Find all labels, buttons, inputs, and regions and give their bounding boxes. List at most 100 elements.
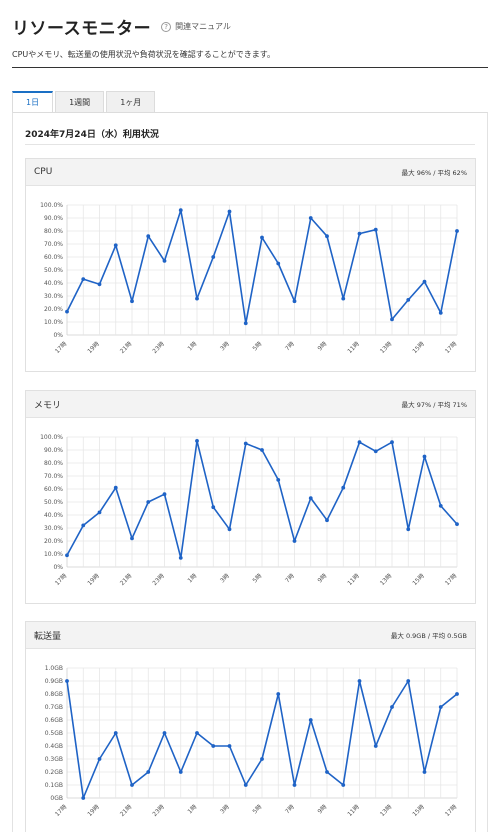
memory-data-point[interactable] — [97, 510, 102, 515]
memory-data-point[interactable] — [130, 536, 134, 541]
cpu-data-point[interactable] — [243, 321, 248, 326]
transfer-data-point[interactable] — [81, 796, 86, 800]
transfer-data-point[interactable] — [97, 757, 102, 761]
memory-x-tick-label: 7時 — [283, 572, 296, 585]
cpu-data-point[interactable] — [406, 298, 411, 302]
transfer-data-point[interactable] — [341, 783, 346, 787]
memory-data-point[interactable] — [373, 449, 378, 454]
cpu-data-point[interactable] — [211, 255, 216, 259]
memory-data-point[interactable] — [292, 539, 297, 543]
cpu-data-point[interactable] — [390, 317, 394, 322]
memory-data-point[interactable] — [341, 485, 346, 490]
tab-1week[interactable]: 1週間 — [55, 91, 105, 113]
cpu-data-point[interactable] — [325, 234, 329, 239]
tab-panel: 2024年7月24日（水）利用状況 CPU 最大 96% / 平均 62% 0%… — [12, 112, 488, 832]
memory-data-point[interactable] — [113, 485, 118, 490]
cpu-data-point[interactable] — [162, 259, 167, 263]
cpu-data-point[interactable] — [178, 208, 183, 213]
cpu-y-tick-label: 70.0% — [44, 241, 63, 248]
memory-data-point[interactable] — [455, 522, 459, 526]
cpu-data-point[interactable] — [195, 296, 199, 301]
cpu-data-point[interactable] — [65, 309, 69, 314]
transfer-data-point[interactable] — [113, 731, 118, 735]
memory-data-point[interactable] — [276, 478, 281, 482]
memory-data-point[interactable] — [65, 553, 69, 558]
cpu-data-point[interactable] — [276, 261, 281, 266]
memory-data-point[interactable] — [195, 439, 199, 443]
transfer-data-point[interactable] — [357, 679, 362, 683]
transfer-data-point[interactable] — [276, 692, 281, 696]
tab-1day[interactable]: 1日 — [12, 91, 54, 113]
related-manual-link[interactable]: ? 関連マニュアル — [161, 21, 231, 32]
memory-data-point[interactable] — [422, 454, 427, 459]
cpu-data-point[interactable] — [308, 216, 313, 220]
transfer-x-tick-label: 19時 — [86, 803, 101, 818]
cpu-data-point[interactable] — [130, 299, 134, 304]
memory-data-point[interactable] — [81, 523, 86, 528]
transfer-data-point[interactable] — [211, 744, 216, 748]
tab-1month[interactable]: 1ヶ月 — [106, 91, 156, 113]
transfer-data-point[interactable] — [243, 783, 248, 787]
cpu-x-tick-label: 9時 — [316, 340, 329, 353]
transfer-y-tick-label: 0.2GB — [45, 769, 63, 776]
memory-data-point[interactable] — [178, 556, 183, 560]
cpu-data-point[interactable] — [81, 277, 86, 281]
transfer-x-tick-label: 7時 — [283, 803, 296, 816]
question-circle-icon: ? — [161, 21, 172, 32]
cpu-data-point[interactable] — [455, 229, 459, 233]
transfer-data-point[interactable] — [325, 770, 329, 774]
transfer-data-point[interactable] — [455, 692, 459, 696]
cpu-data-point[interactable] — [227, 209, 232, 214]
cpu-y-tick-label: 30.0% — [44, 293, 63, 300]
memory-data-point[interactable] — [243, 441, 248, 446]
cpu-x-tick-label: 23時 — [151, 340, 166, 355]
memory-data-point[interactable] — [357, 440, 362, 445]
memory-data-point[interactable] — [260, 448, 264, 452]
transfer-data-point[interactable] — [422, 770, 427, 774]
cpu-data-point[interactable] — [422, 279, 427, 284]
memory-data-point[interactable] — [325, 518, 329, 523]
page-description: CPUやメモリ、転送量の使用状況や負荷状況を確認することができます。 — [12, 50, 275, 59]
cpu-x-tick-label: 1時 — [186, 340, 199, 353]
transfer-data-point[interactable] — [438, 705, 443, 709]
transfer-data-point[interactable] — [178, 770, 183, 774]
transfer-data-point[interactable] — [390, 705, 394, 709]
transfer-data-point[interactable] — [308, 718, 313, 722]
memory-data-point[interactable] — [162, 492, 167, 497]
memory-x-tick-label: 17時 — [443, 572, 458, 587]
cpu-data-point[interactable] — [97, 282, 102, 287]
date-heading: 2024年7月24日（水）利用状況 — [25, 130, 159, 140]
transfer-data-point[interactable] — [162, 731, 167, 735]
transfer-data-point[interactable] — [292, 783, 297, 787]
transfer-data-point[interactable] — [65, 679, 69, 683]
transfer-data-point[interactable] — [195, 731, 199, 735]
cpu-y-tick-label: 10.0% — [44, 319, 63, 326]
memory-data-point[interactable] — [308, 496, 313, 500]
cpu-y-tick-label: 90.0% — [44, 215, 63, 222]
memory-card-stats: 最大 97% / 平均 71% — [401, 401, 467, 409]
cpu-data-point[interactable] — [438, 311, 443, 315]
transfer-y-tick-label: 0.4GB — [45, 743, 63, 750]
transfer-data-point[interactable] — [373, 744, 378, 748]
transfer-data-point[interactable] — [146, 770, 151, 774]
cpu-data-point[interactable] — [341, 296, 346, 301]
memory-data-point[interactable] — [227, 527, 232, 532]
cpu-y-tick-label: 80.0% — [44, 228, 63, 235]
transfer-data-point[interactable] — [130, 783, 134, 787]
memory-data-point[interactable] — [438, 504, 443, 508]
cpu-data-point[interactable] — [357, 231, 362, 236]
transfer-data-point[interactable] — [406, 679, 411, 683]
cpu-data-point[interactable] — [260, 235, 264, 240]
memory-data-point[interactable] — [211, 505, 216, 510]
cpu-data-point[interactable] — [113, 243, 118, 248]
memory-data-point[interactable] — [406, 527, 411, 532]
memory-data-point[interactable] — [390, 440, 394, 445]
memory-data-point[interactable] — [146, 500, 151, 504]
cpu-data-point[interactable] — [292, 299, 297, 304]
related-manual-label[interactable]: 関連マニュアル — [175, 22, 231, 31]
cpu-data-point[interactable] — [146, 234, 151, 239]
transfer-data-point[interactable] — [260, 757, 264, 761]
cpu-data-point[interactable] — [373, 227, 378, 232]
cpu-y-tick-label: 20.0% — [44, 306, 63, 313]
transfer-data-point[interactable] — [227, 744, 232, 748]
